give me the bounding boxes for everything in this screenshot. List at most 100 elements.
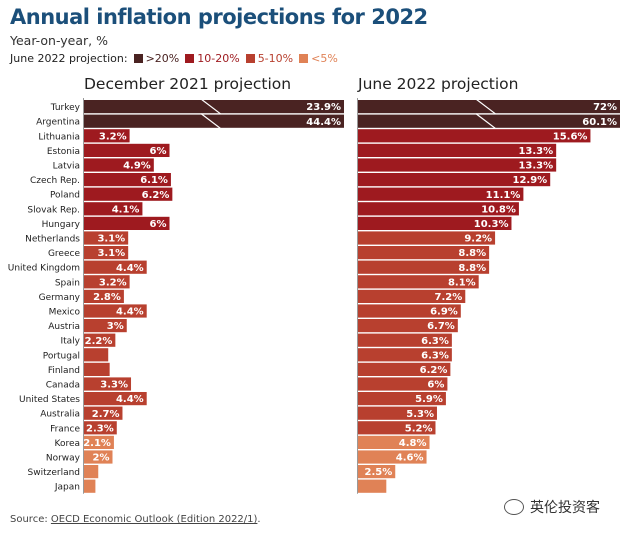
bar-label-dec-2021-greece: 3.1% (97, 248, 125, 259)
bar-jun-2022-portugal (358, 348, 452, 362)
country-label-greece: Greece (48, 249, 80, 259)
legend-swatch-over20 (133, 54, 143, 63)
bar-label-dec-2021-hungary: 6% (150, 219, 167, 230)
bar-jun-2022-norway (358, 450, 427, 464)
legend-item-5to10: 5-10% (245, 52, 294, 65)
bar-dec-2021-slovak-rep (84, 202, 143, 216)
bar-jun-2022-united-kingdom (358, 260, 490, 274)
country-label-united-states: United States (19, 395, 80, 405)
bar-jun-2022-austria (358, 319, 458, 333)
country-label-austria: Austria (48, 322, 80, 332)
bar-label-jun-2022-hungary: 10.3% (474, 219, 509, 230)
bar-dec-2021-norway (84, 450, 113, 464)
break-mark-jun-2022-turkey (475, 98, 497, 115)
bar-label-dec-2021-korea: 2.1% (83, 438, 111, 449)
bar-label-dec-2021-australia: 2.7% (92, 409, 120, 420)
bar-label-jun-2022-argentina: 60.1% (582, 117, 617, 128)
bar-dec-2021-estonia (84, 143, 170, 157)
bar-label-jun-2022-mexico: 6.9% (430, 307, 458, 318)
bar-dec-2021-netherlands (84, 231, 129, 245)
country-label-turkey: Turkey (50, 103, 81, 113)
legend-text-5to10: 5-10% (257, 52, 294, 65)
country-label-netherlands: Netherlands (25, 235, 80, 245)
source-link[interactable]: OECD Economic Outlook (Edition 2022/1) (50, 514, 258, 525)
bar-label-dec-2021-italy: 2.2% (85, 336, 113, 347)
bar-dec-2021-switzerland (84, 465, 99, 479)
bar-jun-2022-finland (358, 362, 451, 376)
bar-label-dec-2021-turkey: 23.9% (306, 102, 341, 113)
bar-jun-2022-lithuania (358, 129, 591, 143)
country-label-latvia: Latvia (53, 162, 80, 172)
bar-label-jun-2022-portugal: 6.3% (421, 350, 449, 361)
bar-label-dec-2021-spain: 3.2% (99, 277, 127, 288)
bar-label-jun-2022-turkey: 72% (593, 102, 617, 113)
bar-jun-2022-france (358, 421, 436, 435)
country-label-czech-rep: Czech Rep. (30, 176, 80, 186)
country-label-spain: Spain (55, 278, 80, 288)
bar-jun-2022-germany (358, 289, 466, 303)
country-label-finland: Finland (48, 366, 80, 376)
bar-jun-2022-latvia (358, 158, 557, 172)
bar-dec-2021-turkey (84, 100, 344, 114)
bar-label-jun-2022-poland: 11.1% (486, 190, 521, 201)
legend-swatch-10to20 (185, 54, 195, 63)
source-note: Source: OECD Economic Outlook (Edition 2… (10, 514, 261, 525)
bar-jun-2022-netherlands (358, 231, 496, 245)
bar-jun-2022-spain (358, 275, 479, 289)
watermark: 英伦投资客 (504, 497, 600, 517)
bar-jun-2022-greece (358, 246, 490, 260)
bar-jun-2022-canada (358, 377, 448, 391)
bar-label-dec-2021-austria: 3% (107, 321, 124, 332)
legend-text-under5: <5% (311, 52, 338, 65)
bar-dec-2021-portugal (84, 348, 109, 362)
bar-dec-2021-united-kingdom (84, 260, 147, 274)
bar-dec-2021-spain (84, 275, 130, 289)
bar-jun-2022-japan (358, 479, 387, 493)
bar-label-jun-2022-czech-rep: 12.9% (513, 175, 548, 186)
bar-label-jun-2022-latvia: 13.3% (518, 161, 553, 172)
bar-label-jun-2022-france: 5.2% (405, 423, 433, 434)
country-label-france: France (50, 424, 80, 434)
bar-label-jun-2022-germany: 7.2% (435, 292, 463, 303)
bar-label-dec-2021-canada: 3.3% (100, 380, 128, 391)
bar-label-jun-2022-canada: 6% (427, 380, 444, 391)
legend-item-10to20: 10-20% (185, 52, 240, 65)
source-prefix: Source: (10, 514, 51, 525)
bar-dec-2021-hungary (84, 216, 170, 230)
bar-label-dec-2021-france: 2.3% (86, 423, 114, 434)
bar-label-jun-2022-netherlands: 9.2% (464, 234, 492, 245)
country-label-norway: Norway (46, 454, 81, 464)
bar-label-jun-2022-estonia: 13.3% (518, 146, 553, 157)
country-label-slovak-rep: Slovak Rep. (27, 205, 80, 215)
bar-jun-2022-hungary (358, 216, 512, 230)
bar-jun-2022-turkey (358, 100, 620, 114)
panel-title-jun-2022: June 2022 projection (357, 75, 518, 93)
country-label-portugal: Portugal (43, 351, 80, 361)
bar-label-jun-2022-italy: 6.3% (421, 336, 449, 347)
bar-dec-2021-korea (84, 435, 114, 449)
bar-label-jun-2022-australia: 5.3% (406, 409, 434, 420)
bar-label-dec-2021-united-states: 4.4% (116, 394, 144, 405)
bar-label-dec-2021-estonia: 6% (150, 146, 167, 157)
country-label-japan: Japan (54, 483, 80, 493)
bar-jun-2022-switzerland (358, 465, 396, 479)
bar-label-dec-2021-argentina: 44.4% (306, 117, 341, 128)
country-label-argentina: Argentina (36, 118, 80, 128)
bar-dec-2021-germany (84, 289, 124, 303)
country-label-hungary: Hungary (42, 220, 81, 230)
bar-label-dec-2021-latvia: 4.9% (123, 161, 151, 172)
bar-label-dec-2021-netherlands: 3.1% (97, 234, 125, 245)
country-label-germany: Germany (39, 293, 81, 303)
legend-text-10to20: 10-20% (197, 52, 240, 65)
bar-label-dec-2021-germany: 2.8% (93, 292, 121, 303)
bar-dec-2021-mexico (84, 304, 147, 318)
country-label-mexico: Mexico (49, 308, 81, 318)
country-label-switzerland: Switzerland (28, 468, 81, 478)
bar-label-jun-2022-lithuania: 15.6% (553, 131, 588, 142)
legend-swatch-under5 (299, 54, 309, 63)
bar-label-dec-2021-lithuania: 3.2% (99, 131, 127, 142)
bar-dec-2021-france (84, 421, 117, 435)
bar-jun-2022-italy (358, 333, 452, 347)
bar-label-dec-2021-slovak-rep: 4.1% (112, 204, 140, 215)
